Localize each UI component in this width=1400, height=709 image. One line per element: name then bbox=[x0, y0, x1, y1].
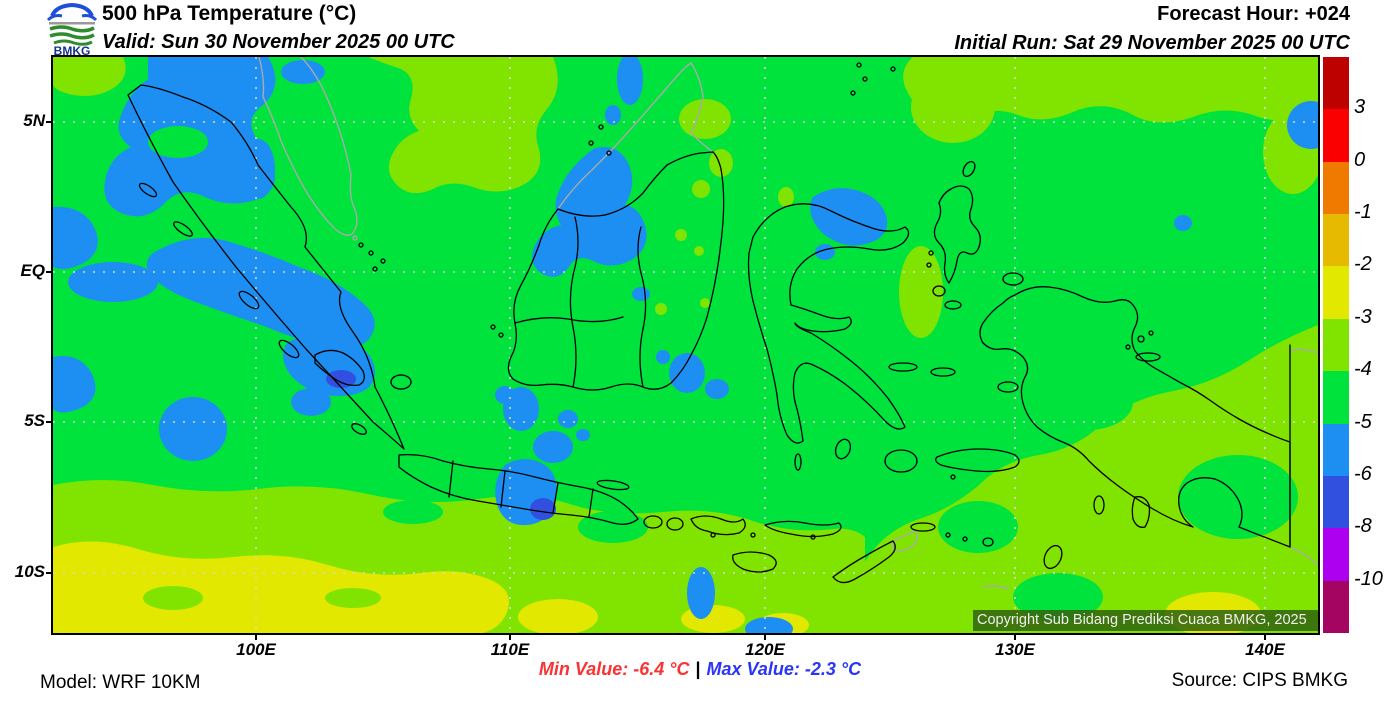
flores-island bbox=[764, 520, 842, 538]
aru-islands bbox=[1131, 496, 1151, 528]
bangka-island bbox=[314, 349, 365, 387]
lon-axis-label: 120E bbox=[745, 640, 785, 659]
max-value-label: Max Value: -2.3 °C bbox=[706, 659, 862, 679]
kalimantan-coastline bbox=[507, 151, 725, 391]
nias-island bbox=[173, 221, 193, 237]
forecast-hour-label: Forecast Hour: +024 bbox=[1157, 3, 1350, 25]
seram-island bbox=[935, 448, 1020, 473]
png-coastline-south bbox=[1289, 546, 1318, 566]
colorbar-tick-label: 3 bbox=[1354, 96, 1366, 119]
bmkg-logo-text: BMKG bbox=[54, 44, 91, 57]
colorbar-segment bbox=[1323, 423, 1349, 476]
colorbar-segment bbox=[1323, 475, 1349, 529]
model-label: Model: WRF 10KM bbox=[40, 672, 201, 693]
copyright-banner: Copyright Sub Bidang Prediksi Cuaca BMKG… bbox=[973, 610, 1318, 631]
yapen-island bbox=[1135, 352, 1161, 362]
colorbar-segment bbox=[1323, 57, 1349, 110]
sumatra-coastline bbox=[127, 84, 405, 450]
temperature-layer-blue bbox=[53, 57, 1318, 633]
initial-run-label: Initial Run: Sat 29 November 2025 00 UTC bbox=[954, 32, 1350, 54]
lombok-island bbox=[666, 517, 684, 531]
lon-axis-tick bbox=[255, 633, 257, 640]
lon-axis-label: 140E bbox=[1245, 640, 1285, 659]
lon-axis-tick bbox=[509, 633, 511, 640]
colorbar-segment bbox=[1323, 109, 1349, 162]
lon-axis-label: 100E bbox=[236, 640, 276, 659]
temperature-layer-royalblue bbox=[326, 370, 556, 520]
colorbar-tick-label: -8 bbox=[1354, 515, 1372, 538]
bali-island bbox=[643, 515, 663, 529]
min-value-label: Min Value: -6.4 °C bbox=[538, 659, 690, 679]
colorbar-segment bbox=[1323, 266, 1349, 319]
sumba-island bbox=[732, 551, 777, 573]
lat-axis-label: 5S bbox=[24, 411, 45, 430]
colorbar-tick-label: -5 bbox=[1354, 410, 1372, 433]
temperature-yellow-inlets bbox=[143, 586, 381, 610]
lat-axis-tick bbox=[46, 271, 53, 273]
valid-time-label: Valid: Sun 30 November 2025 00 UTC bbox=[102, 31, 455, 53]
waigeo-island bbox=[1002, 272, 1024, 286]
sulawesi-coastline bbox=[747, 203, 910, 444]
colorbar-tick-label: -6 bbox=[1354, 462, 1372, 485]
bmkg-logo-cloud bbox=[46, 2, 98, 46]
lat-axis-label: EQ bbox=[20, 261, 45, 280]
colorbar-segment bbox=[1323, 161, 1349, 215]
lat-axis-label: 5N bbox=[23, 111, 45, 130]
lon-axis-label: 110E bbox=[490, 640, 530, 659]
malay-peninsula-coastline bbox=[258, 57, 358, 236]
buru-island bbox=[884, 449, 918, 473]
lon-axis-label: 130E bbox=[995, 640, 1035, 659]
temperature-green-patches bbox=[383, 374, 1298, 621]
minmax-separator: | bbox=[695, 659, 701, 679]
lat-axis-tick bbox=[46, 421, 53, 423]
colorbar-tick-label: -4 bbox=[1354, 358, 1372, 381]
minmax-values: Min Value: -6.4 °C | Max Value: -2.3 °C bbox=[539, 659, 861, 680]
colorbar-tick-label: -3 bbox=[1354, 305, 1372, 328]
timor-leste-coastline bbox=[892, 530, 918, 552]
foreign-coastlines-layer bbox=[258, 57, 1318, 590]
colorbar-tick-label: -2 bbox=[1354, 253, 1372, 276]
buton-island bbox=[834, 438, 852, 460]
halmahera-island bbox=[933, 185, 981, 284]
colorbar-segment bbox=[1323, 580, 1349, 633]
papua-coastline bbox=[979, 286, 1291, 548]
colorbar-segment bbox=[1323, 371, 1349, 424]
map-canvas: Copyright Sub Bidang Prediksi Cuaca BMKG… bbox=[51, 55, 1320, 635]
madura-island bbox=[596, 479, 630, 491]
colorbar-tick-label: -10 bbox=[1354, 567, 1383, 590]
coastlines-layer bbox=[127, 62, 1291, 584]
colorbar-tick-label: 0 bbox=[1354, 148, 1366, 171]
colorbar-segment bbox=[1323, 528, 1349, 581]
temperature-blue-inlets bbox=[148, 126, 208, 158]
sumbawa-island bbox=[690, 515, 746, 536]
png-coastline-north bbox=[1289, 348, 1318, 354]
source-label: Source: CIPS BMKG bbox=[1171, 670, 1348, 691]
timor-island bbox=[832, 540, 896, 584]
misool-island bbox=[997, 381, 1019, 393]
lat-axis-tick bbox=[46, 572, 53, 574]
simeulue-island bbox=[138, 182, 158, 198]
lon-axis-tick bbox=[1014, 633, 1016, 640]
belitung-island bbox=[390, 374, 412, 390]
colorbar-segment bbox=[1323, 318, 1349, 372]
page-title: 500 hPa Temperature (°C) bbox=[102, 2, 357, 25]
bmkg-logo: BMKG bbox=[46, 2, 98, 57]
lat-axis-tick bbox=[46, 121, 53, 123]
colorbar-segment bbox=[1323, 214, 1349, 267]
malaysian-borneo-coastline bbox=[557, 62, 714, 210]
kalimantan-border bbox=[557, 151, 714, 217]
lon-axis-tick bbox=[764, 633, 766, 640]
lat-axis-label: 10S bbox=[14, 562, 45, 581]
temperature-map bbox=[53, 57, 1318, 633]
colorbar-tick-label: -1 bbox=[1354, 201, 1372, 224]
lon-axis-tick bbox=[1264, 633, 1266, 640]
java-coastline bbox=[398, 453, 639, 525]
colorbar bbox=[1323, 57, 1349, 633]
